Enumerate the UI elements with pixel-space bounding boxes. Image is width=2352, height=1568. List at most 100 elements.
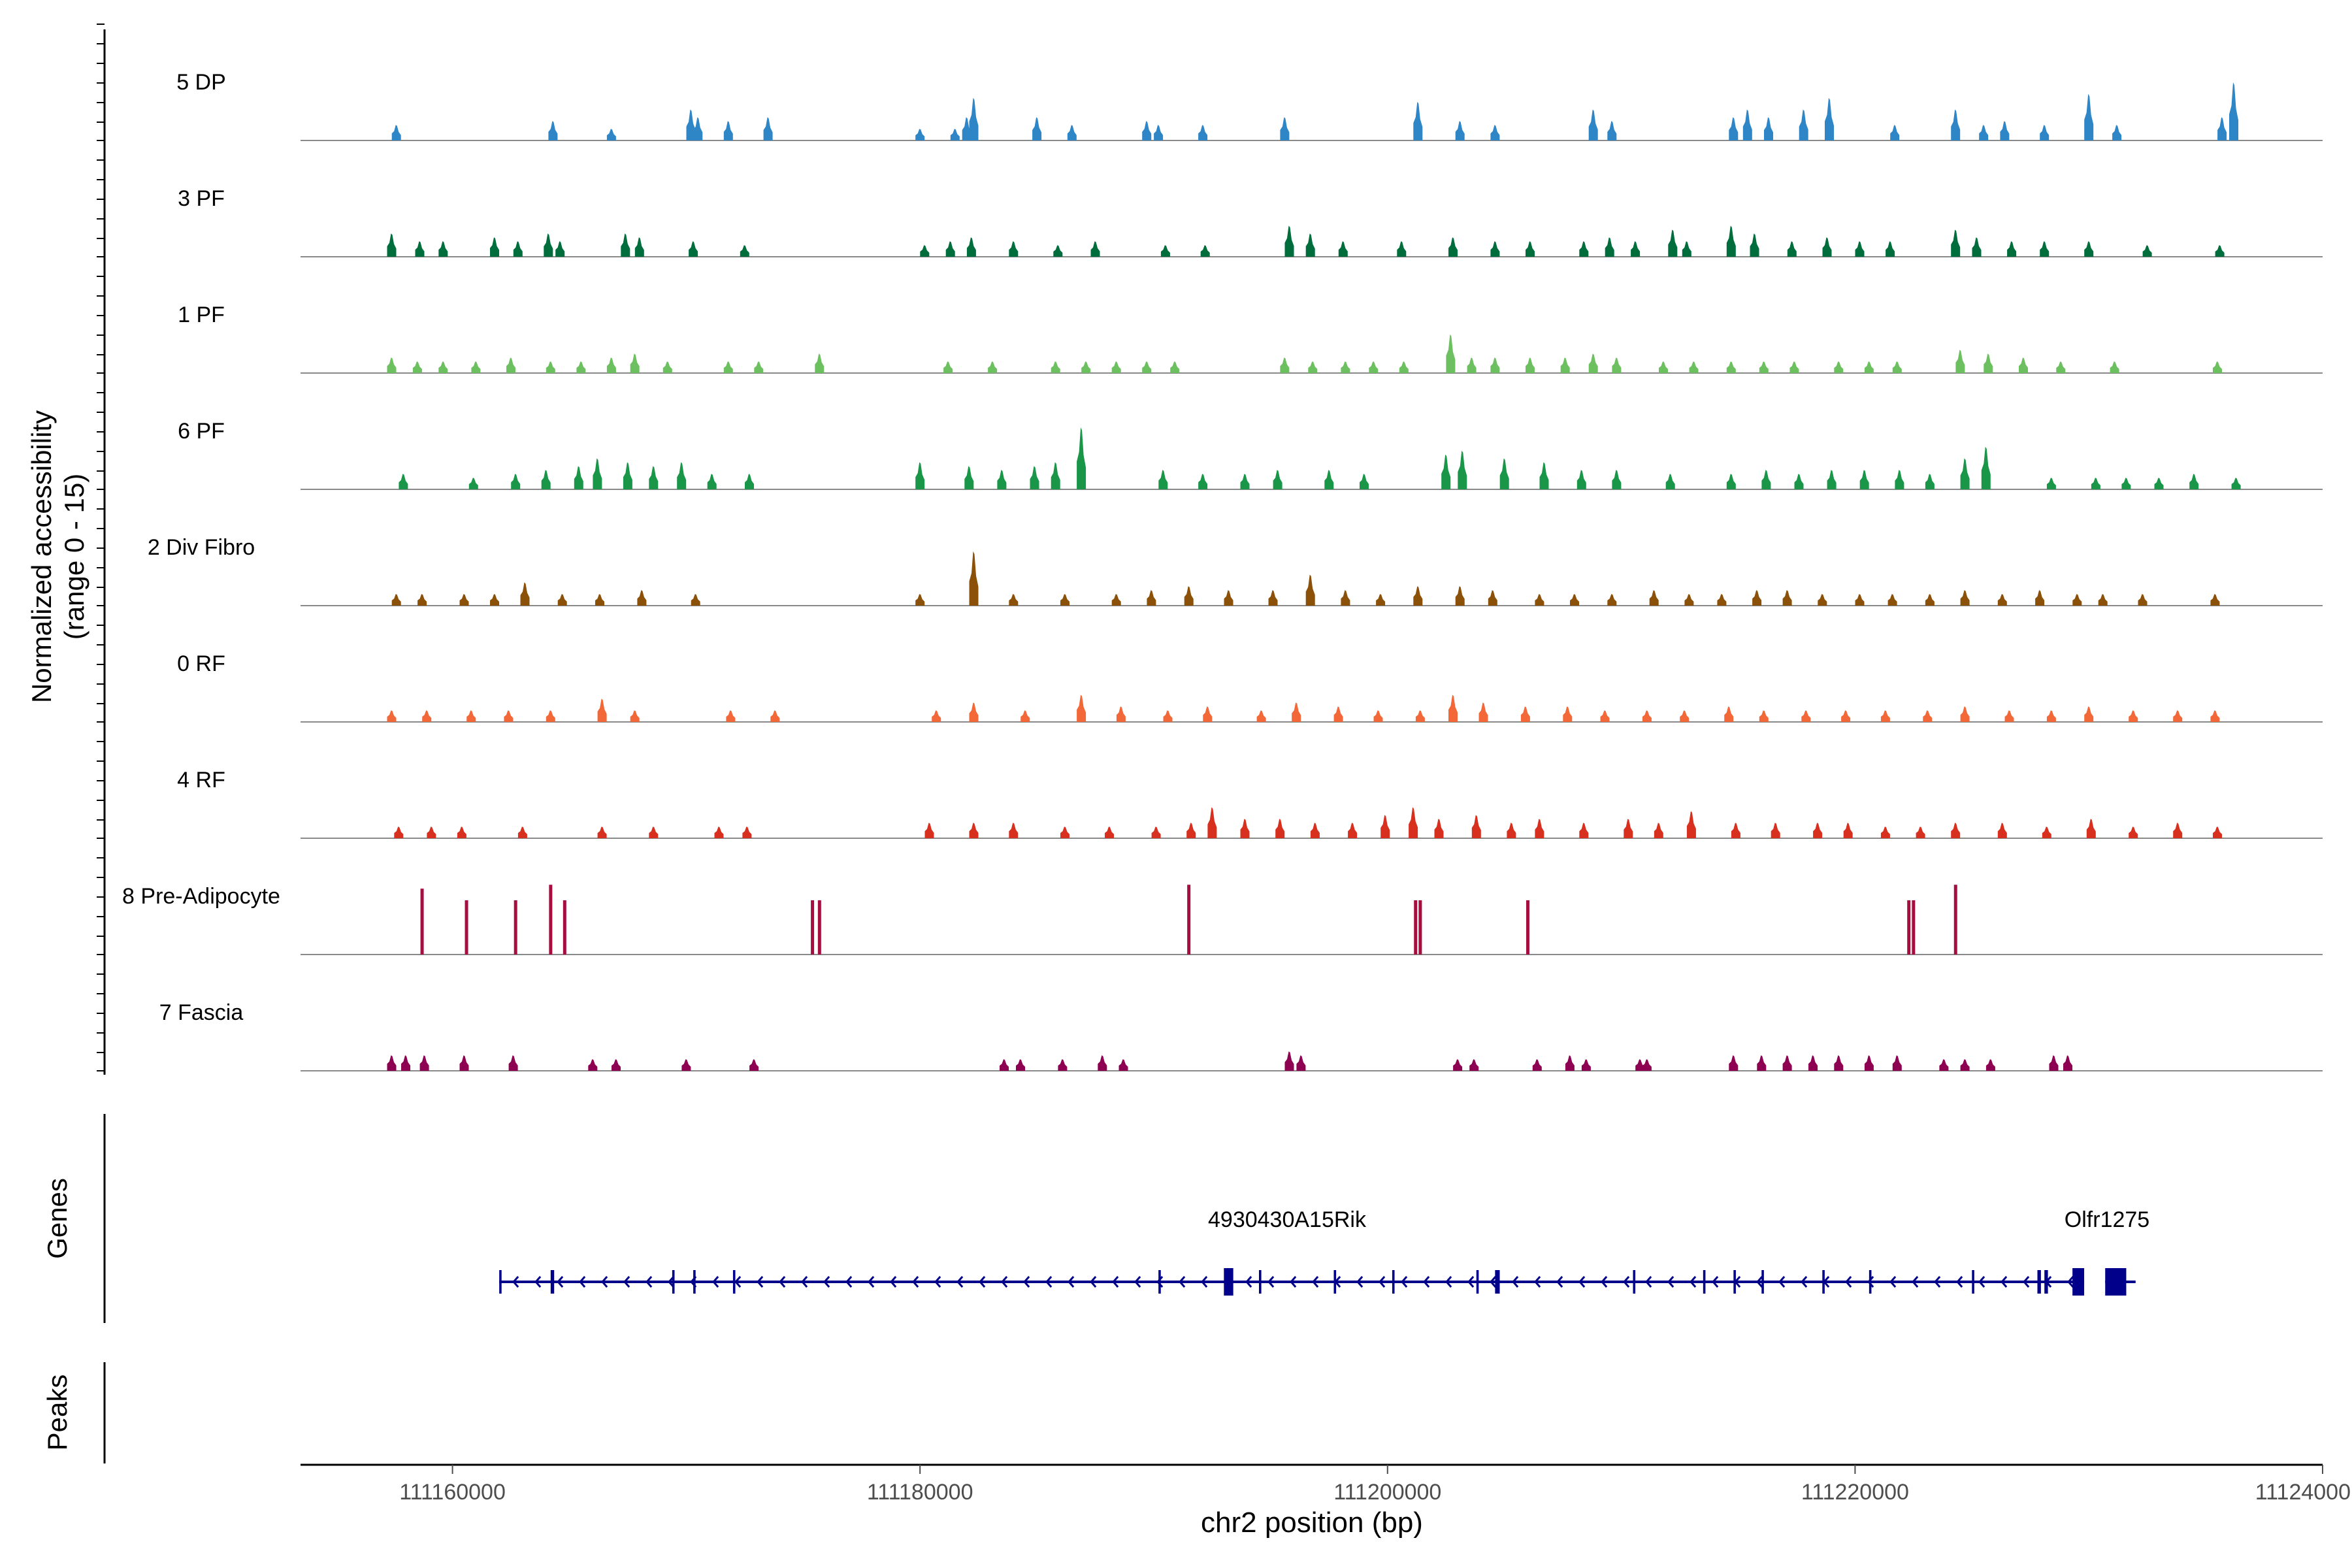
coverage-peak — [1588, 109, 1598, 140]
gene-exon — [2037, 1270, 2041, 1294]
coverage-peak — [1892, 1055, 1902, 1071]
gene-exon — [1869, 1270, 1872, 1294]
coverage-peak — [1455, 586, 1465, 606]
coverage-peak — [2084, 241, 2094, 257]
coverage-peak — [1535, 819, 1544, 838]
coverage-peak — [1563, 706, 1573, 722]
coverage-peak — [1581, 1059, 1591, 1071]
coverage-peak — [1605, 237, 1614, 257]
coverage-peak — [422, 710, 432, 722]
strand-arrow — [934, 1276, 941, 1288]
coverage-peak — [1207, 807, 1217, 838]
coverage-peak — [662, 361, 672, 373]
coverage-peak — [1665, 474, 1675, 489]
coverage-peak — [606, 129, 616, 140]
coverage-peak — [693, 117, 703, 140]
coverage-peak — [466, 710, 476, 722]
gene-exon — [693, 1270, 696, 1294]
gene-exon — [1822, 1270, 1825, 1294]
coverage-peak — [1469, 1059, 1479, 1071]
coverage-peak — [1077, 427, 1086, 489]
coverage-peak — [630, 710, 640, 722]
gene-exon — [2072, 1268, 2085, 1296]
strand-arrow — [868, 1276, 875, 1288]
strand-arrow — [1467, 1276, 1475, 1288]
coverage-peak — [2110, 361, 2119, 373]
strand-arrow — [757, 1276, 764, 1288]
coverage-peak — [988, 361, 998, 373]
coverage-peak — [1142, 121, 1152, 140]
strand-arrow — [1379, 1276, 1386, 1288]
strand-arrow — [2001, 1276, 2008, 1288]
coverage-peak — [1308, 361, 1318, 373]
coverage-peak — [1565, 1055, 1575, 1071]
coverage-peak — [1997, 594, 2007, 606]
coverage-peak — [595, 594, 604, 606]
coverage-peak — [1488, 590, 1497, 606]
coverage-peak — [1960, 706, 1970, 722]
strand-arrow — [1934, 1276, 1941, 1288]
coverage-peak — [1979, 125, 1989, 140]
coverage-peak — [1912, 900, 1916, 955]
strand-arrow — [1068, 1276, 1075, 1288]
strand-arrow — [1045, 1276, 1053, 1288]
coverage-peak — [1154, 125, 1164, 140]
coverage-peak — [2229, 82, 2238, 140]
coverage-peak — [691, 594, 700, 606]
track-label: 4 RF — [177, 768, 225, 792]
coverage-peak — [2019, 357, 2028, 373]
coverage-peak — [1588, 353, 1598, 373]
coverage-peak — [1782, 590, 1792, 606]
coverage-peak — [1142, 361, 1152, 373]
coverage-peak — [1009, 241, 1019, 257]
coverage-peak — [514, 900, 517, 955]
coverage-peak — [969, 823, 979, 838]
coverage-peak — [817, 900, 821, 955]
gene-name-label: 4930430A15Rik — [1208, 1207, 1367, 1232]
coverage-peak — [2063, 1055, 2072, 1071]
coverage-peak — [964, 466, 974, 489]
coverage-peak — [1600, 710, 1610, 722]
coverage-peak — [1923, 710, 1933, 722]
gene-exon — [550, 1270, 555, 1294]
coverage-peak — [1446, 334, 1456, 373]
strand-arrow — [823, 1276, 830, 1288]
strand-arrow — [1312, 1276, 1319, 1288]
coverage-peak — [513, 241, 523, 257]
strand-arrow — [1512, 1276, 1519, 1288]
gene-model: Olfr1275 — [2065, 1207, 2149, 1296]
coverage-peak — [1280, 357, 1290, 373]
coverage-peak — [541, 470, 551, 489]
coverage-peak — [412, 361, 422, 373]
strand-arrow — [645, 1276, 653, 1288]
coverage-peak — [677, 462, 687, 489]
coverage-peak — [1507, 823, 1516, 838]
strand-arrow — [1134, 1276, 1141, 1288]
coverage-peak — [1000, 1059, 1009, 1071]
coverage-peak — [1801, 710, 1811, 722]
coverage-peak — [1579, 241, 1589, 257]
strand-arrow — [779, 1276, 786, 1288]
coverage-peak — [1997, 823, 2007, 838]
coverage-peak — [1187, 885, 1191, 955]
coverage-peak — [2046, 478, 2056, 489]
y-axis-label-line2: (range 0 - 15) — [59, 474, 90, 640]
coverage-peak — [394, 826, 404, 838]
coverage-peak — [574, 466, 583, 489]
track-label: 5 DP — [176, 70, 226, 95]
x-axis-title: chr2 position (bp) — [1201, 1507, 1423, 1539]
coverage-peak — [2173, 710, 2183, 722]
gene-exon — [1633, 1270, 1636, 1294]
coverage-peak — [490, 594, 499, 606]
track-9: 7 Fascia — [159, 1000, 2323, 1071]
coverage-peak — [754, 361, 764, 373]
coverage-peak — [459, 1055, 469, 1071]
strand-arrow — [912, 1276, 919, 1288]
coverage-peak — [506, 357, 515, 373]
track-label: 6 PF — [178, 419, 225, 444]
coverage-peak — [1955, 350, 1965, 373]
coverage-peak — [1032, 117, 1042, 140]
coverage-peak — [1399, 361, 1409, 373]
track-7: 4 RF — [177, 768, 2323, 839]
